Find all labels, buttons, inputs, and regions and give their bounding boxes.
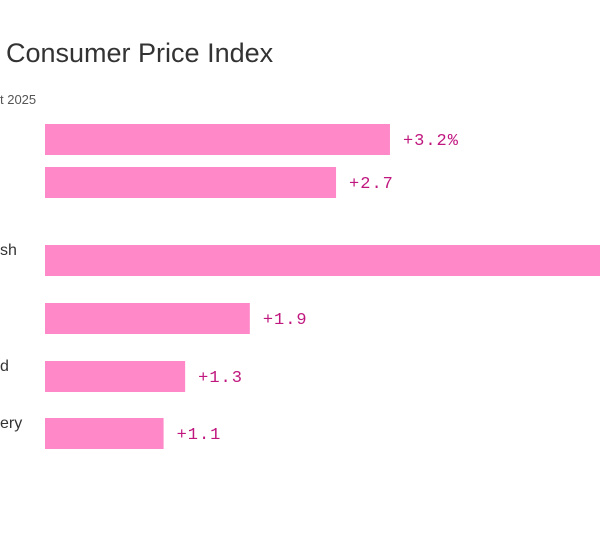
bar [45,124,390,155]
data-label: +1.3 [198,369,243,388]
category-label: ery [0,415,22,432]
data-label: +3.2% [403,132,459,151]
data-label: +1.1 [177,426,222,445]
category-label: sh [0,242,17,259]
bar [45,361,186,392]
data-label: +2.7 [349,175,394,194]
bar [45,418,164,449]
bar [45,167,337,198]
bar [45,303,250,334]
category-label: d [0,358,9,375]
chart-title: Consumer Price Index [6,38,274,68]
bar [45,245,600,276]
chart-subtitle: t 2025 [0,92,37,107]
data-label: +1.9 [263,311,308,330]
